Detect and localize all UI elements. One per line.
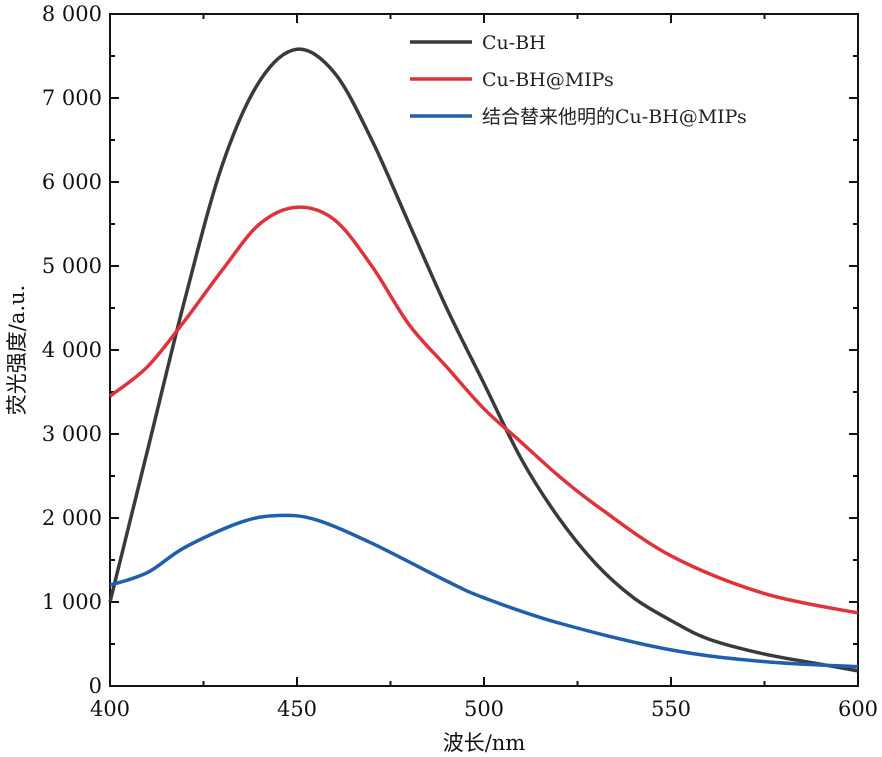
x-tick-label: 600 xyxy=(838,697,878,721)
legend-label: 结合替来他明的Cu-BH@MIPs xyxy=(482,106,747,128)
y-axis-title: 荧光强度/a.u. xyxy=(5,285,29,415)
y-tick-label: 4 000 xyxy=(42,338,102,362)
x-tick-label: 400 xyxy=(90,697,130,721)
y-tick-label: 2 000 xyxy=(42,506,102,530)
series-line-2 xyxy=(109,513,859,669)
x-axis-title: 波长/nm xyxy=(443,731,526,755)
series-line-0 xyxy=(108,47,859,673)
x-tick-label: 550 xyxy=(651,697,691,721)
x-tick-label: 450 xyxy=(277,697,317,721)
legend-label: Cu-BH@MIPs xyxy=(482,69,614,91)
x-tick-label: 500 xyxy=(464,697,504,721)
y-tick-label: 1 000 xyxy=(42,590,102,614)
y-tick-label: 5 000 xyxy=(42,254,102,278)
y-tick-label: 8 000 xyxy=(42,2,102,26)
y-tick-label: 0 xyxy=(89,674,102,698)
series-line-1 xyxy=(108,205,859,615)
y-tick-label: 6 000 xyxy=(42,170,102,194)
y-tick-label: 7 000 xyxy=(42,86,102,110)
y-tick-label: 3 000 xyxy=(42,422,102,446)
legend-label: Cu-BH xyxy=(482,32,546,54)
